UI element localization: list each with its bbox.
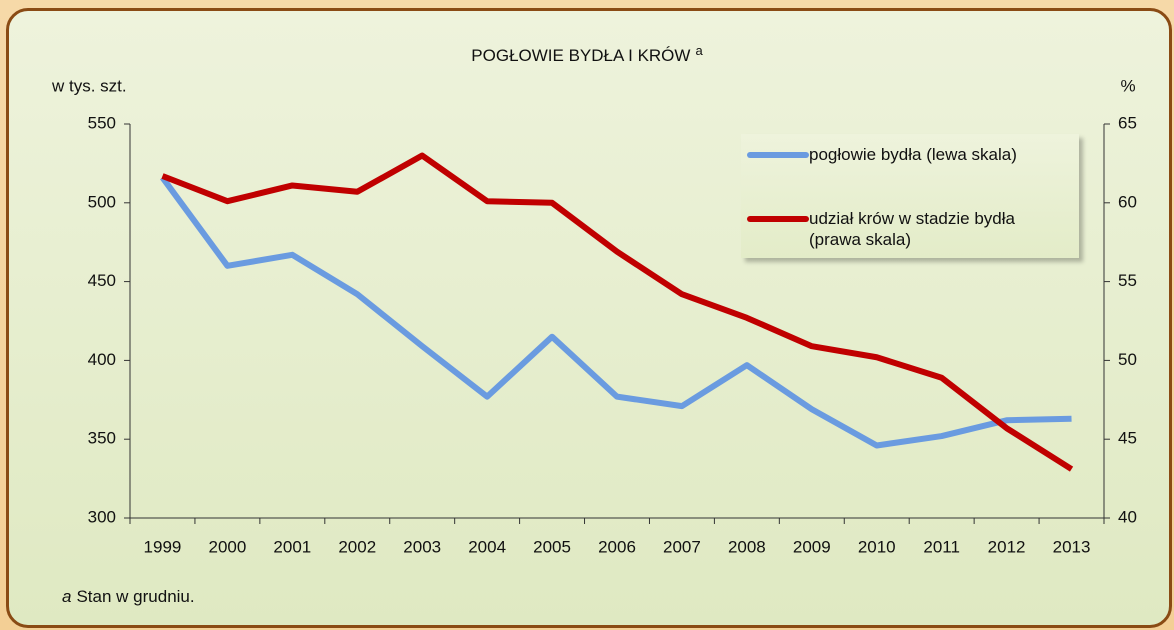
x-tick-label: 2001 [273,537,311,556]
x-tick-label: 2008 [728,537,766,556]
y2-tick-label: 65 [1118,113,1137,132]
title-text: POGŁOWIE BYDŁA I KRÓW [471,46,690,65]
y2-tick-label: 55 [1118,271,1137,290]
y-tick-label: 350 [88,429,116,448]
y2-tick-label: 50 [1118,350,1137,369]
x-tick-label: 2013 [1053,537,1091,556]
x-tick-label: 2003 [403,537,441,556]
y2-tick-label: 60 [1118,192,1137,211]
x-tick-label: 1999 [144,537,182,556]
y-tick-label: 500 [88,192,116,211]
panel [6,8,1172,628]
y2-tick-label: 45 [1118,429,1137,448]
footnote-text: Stan w grudniu. [76,587,194,606]
x-tick-label: 2012 [988,537,1026,556]
y-tick-label: 450 [88,271,116,290]
footnote-marker: a [62,587,71,606]
y-axis-label: w tys. szt. [51,76,127,95]
x-tick-label: 2005 [533,537,571,556]
legend-label: pogłowie bydła (lewa skala) [809,145,1017,164]
x-tick-label: 2009 [793,537,831,556]
x-tick-label: 2004 [468,537,506,556]
y-tick-label: 300 [88,507,116,526]
x-tick-label: 2010 [858,537,896,556]
legend-label: udział krów w stadzie bydła (prawa skala… [809,209,1015,249]
series-line [161,152,1074,472]
x-tick-label: 2002 [338,537,376,556]
legend: pogłowie bydła (lewa skala) udział krów w… [741,134,1079,258]
y2-tick-label: 40 [1118,507,1137,526]
legend-swatch [747,216,809,222]
footnote: a Stan w grudniu. [62,587,195,606]
title-marker: a [695,43,703,58]
series-line [160,175,1072,449]
legend-entry: pogłowie bydła (lewa skala) [747,144,1071,165]
legend-entry: udział krów w stadzie bydła (prawa skala… [747,208,1071,250]
x-tick-label: 2011 [923,537,960,556]
y2-axis-label: % [1120,76,1135,95]
x-tick-label: 2000 [208,537,246,556]
legend-swatch [747,152,809,158]
y-tick-label: 400 [88,350,116,369]
x-tick-label: 2006 [598,537,636,556]
chart-title: POGŁOWIE BYDŁA I KRÓW a [471,43,703,65]
y-tick-label: 550 [88,113,116,132]
x-tick-label: 2007 [663,537,701,556]
